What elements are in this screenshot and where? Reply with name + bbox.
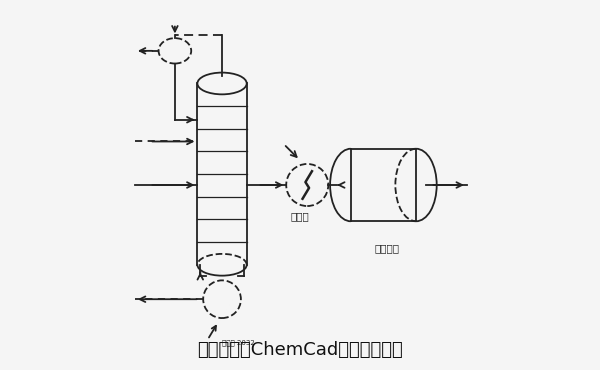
Text: 器燃炸: 器燃炸 xyxy=(290,212,310,222)
Text: 蔽馏塔 2032: 蔽馏塔 2032 xyxy=(222,340,255,346)
Text: 器应反酯: 器应反酯 xyxy=(374,243,400,253)
Text: 乙酸乙酯在ChemCad中的反应历程: 乙酸乙酯在ChemCad中的反应历程 xyxy=(197,341,403,359)
